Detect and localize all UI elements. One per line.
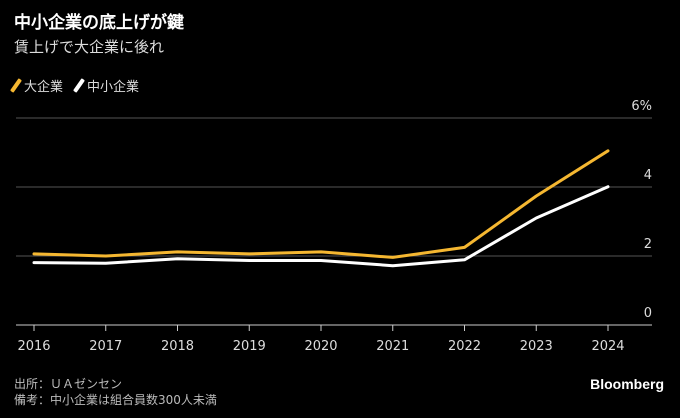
legend-label-small: 中小企業 xyxy=(87,80,140,95)
x-tick-label: 2024 xyxy=(591,339,624,354)
chart-title: 中小企業の底上げが鍵 xyxy=(14,13,184,33)
y-tick-label: 4 xyxy=(644,168,652,183)
y-tick-label: 0 xyxy=(644,306,652,321)
x-tick-label: 2018 xyxy=(161,339,194,354)
x-tick-label: 2016 xyxy=(17,339,50,354)
legend: 大企業 中小企業 xyxy=(10,76,140,95)
x-tick-label: 2023 xyxy=(520,339,553,354)
y-tick-label: 6% xyxy=(631,99,652,114)
series-line-large-firms xyxy=(32,149,610,259)
x-tick-label: 2021 xyxy=(376,339,409,354)
y-tick-label: 2 xyxy=(644,237,652,252)
bloomberg-logo: Bloomberg xyxy=(590,376,664,392)
x-tick-label: 2017 xyxy=(89,339,122,354)
x-tick-label: 2020 xyxy=(304,339,337,354)
legend-item-large: 大企業 xyxy=(10,76,64,95)
chart-subtitle: 賃上げで大企業に後れ xyxy=(14,38,165,56)
series-line-small-firms xyxy=(32,185,610,268)
legend-item-small: 中小企業 xyxy=(73,76,140,95)
footer: 出所：ＵＡゼンセン 備考：中小企業は組合員数300人未満 xyxy=(14,376,217,408)
x-tick-label: 2019 xyxy=(233,339,266,354)
remark-note: 備考：中小企業は組合員数300人未満 xyxy=(14,393,217,407)
source-note: 出所：ＵＡゼンセン xyxy=(14,377,123,391)
x-tick-label: 2022 xyxy=(448,339,481,354)
legend-label-large: 大企業 xyxy=(24,80,64,95)
